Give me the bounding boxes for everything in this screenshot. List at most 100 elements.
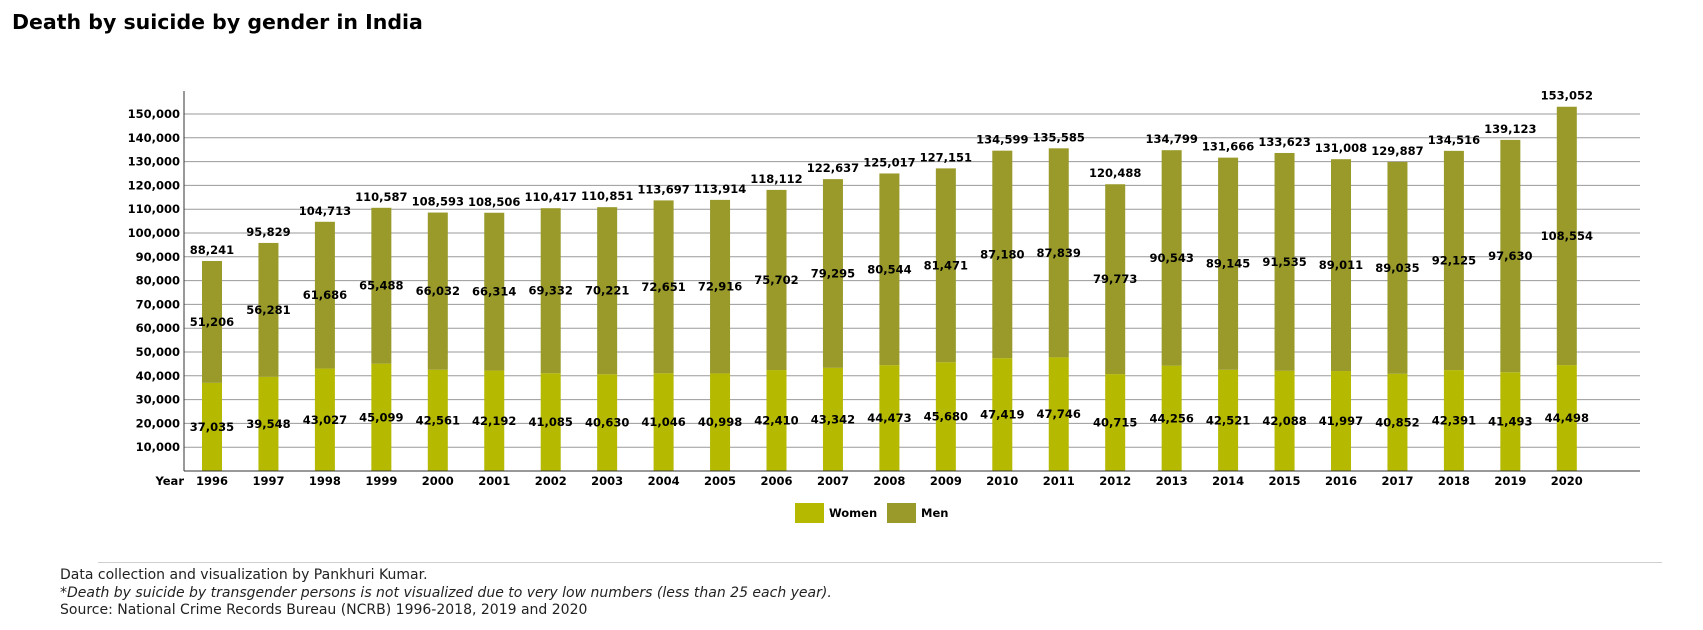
- label-women-2014: 42,521: [1206, 413, 1250, 427]
- label-men-1998: 61,686: [303, 288, 347, 302]
- label-men-2003: 70,221: [585, 284, 629, 298]
- x-tick-label: 2010: [986, 474, 1018, 488]
- bar-women-2014: [1218, 369, 1239, 471]
- x-tick-label: 2005: [704, 474, 736, 488]
- bar-men-2005: [710, 199, 731, 374]
- bar-women-2008: [879, 365, 900, 471]
- bar-women-2015: [1274, 370, 1295, 471]
- bar-men-1999: [371, 207, 392, 364]
- y-tick-label: 90,000: [136, 250, 180, 264]
- x-tick-label: 2007: [817, 474, 849, 488]
- label-women-1996: 37,035: [190, 420, 234, 434]
- label-total-2010: 134,599: [976, 133, 1028, 147]
- label-women-2010: 47,419: [980, 408, 1024, 422]
- bar-men-1996: [202, 260, 222, 383]
- label-women-2015: 42,088: [1262, 414, 1306, 428]
- bar-men-2003: [597, 207, 618, 375]
- x-tick-label: 2018: [1438, 474, 1470, 488]
- label-women-1997: 39,548: [246, 417, 290, 431]
- label-women-2016: 41,997: [1319, 414, 1363, 428]
- label-women-2000: 42,561: [416, 413, 460, 427]
- x-tick-label: 2014: [1212, 474, 1244, 488]
- bar-women-2005: [710, 373, 731, 471]
- label-men-2004: 72,651: [641, 280, 685, 294]
- bar-women-2000: [427, 369, 448, 471]
- y-tick-label: 80,000: [136, 274, 180, 288]
- label-total-2018: 134,516: [1428, 133, 1480, 147]
- y-tick-label: 100,000: [128, 226, 180, 240]
- label-men-2005: 72,916: [698, 280, 742, 294]
- label-total-2015: 133,623: [1258, 135, 1310, 149]
- label-men-2009: 81,471: [924, 258, 968, 272]
- bar-women-2019: [1500, 372, 1521, 471]
- label-total-2004: 113,697: [637, 182, 689, 196]
- label-women-2019: 41,493: [1488, 415, 1532, 429]
- y-tick-label: 30,000: [136, 393, 180, 407]
- label-total-2006: 118,112: [750, 172, 802, 186]
- bar-women-2013: [1161, 365, 1182, 471]
- x-tick-label: 2000: [422, 474, 454, 488]
- bar-men-2001: [484, 212, 505, 371]
- bar-men-2010: [992, 150, 1013, 359]
- x-tick-label: 2019: [1494, 474, 1526, 488]
- label-total-1996: 88,241: [190, 243, 234, 257]
- label-total-2020: 153,052: [1541, 89, 1593, 103]
- label-men-2014: 89,145: [1206, 257, 1250, 271]
- label-women-2006: 42,410: [754, 414, 798, 428]
- label-men-2019: 97,630: [1488, 249, 1532, 263]
- x-axis-title: Year: [154, 474, 184, 488]
- bar-women-2009: [935, 362, 956, 471]
- y-tick-label: 120,000: [128, 178, 180, 192]
- bar-men-2008: [879, 173, 900, 366]
- label-women-2017: 40,852: [1375, 415, 1419, 429]
- label-men-2000: 66,032: [416, 284, 460, 298]
- stacked-bar-chart: 10,000 20,000 30,000 40,000 50,000 60,000 70,0…: [128, 89, 1640, 523]
- label-total-1998: 104,713: [299, 204, 351, 218]
- x-tick-label: 2012: [1099, 474, 1131, 488]
- label-men-2016: 89,011: [1319, 258, 1363, 272]
- y-tick-label: 140,000: [128, 131, 180, 145]
- label-total-2002: 110,417: [525, 190, 577, 204]
- x-tick-label: 2011: [1043, 474, 1075, 488]
- label-men-2012: 79,773: [1093, 272, 1137, 286]
- y-tick-label: 70,000: [136, 297, 180, 311]
- bar-women-2012: [1105, 374, 1126, 471]
- label-total-2017: 129,887: [1371, 144, 1423, 158]
- label-men-2020: 108,554: [1541, 229, 1593, 243]
- y-tick-label: 20,000: [136, 416, 180, 430]
- bar-men-2016: [1331, 159, 1351, 372]
- label-total-2001: 108,506: [468, 195, 520, 209]
- bar-men-2000: [427, 212, 448, 370]
- x-tick-label: 2006: [760, 474, 792, 488]
- bar-men-2004: [653, 200, 674, 374]
- label-total-2009: 127,151: [920, 150, 972, 164]
- x-tick-label: 2013: [1156, 474, 1188, 488]
- label-total-2013: 134,799: [1145, 132, 1197, 146]
- y-tick-label: 60,000: [136, 321, 180, 335]
- label-women-2020: 44,498: [1545, 411, 1589, 425]
- bar-men-2020: [1556, 106, 1577, 366]
- bar-women-1997: [258, 376, 279, 471]
- data-labels: 37,035 51,206 88,241 39,548 56,281 95,829 43,0…: [190, 89, 1593, 434]
- label-total-2014: 131,666: [1202, 140, 1254, 154]
- legend-swatch-men: [887, 503, 916, 523]
- bar-women-2011: [1048, 357, 1069, 471]
- bar-men-1998: [314, 221, 335, 369]
- y-tick-label: 110,000: [128, 202, 180, 216]
- x-tick-label: 2002: [535, 474, 567, 488]
- label-total-2019: 139,123: [1484, 122, 1536, 136]
- bar-women-2017: [1387, 373, 1408, 471]
- label-women-2009: 45,680: [924, 410, 968, 424]
- label-total-2016: 131,008: [1315, 141, 1367, 155]
- label-women-2003: 40,630: [585, 416, 629, 430]
- footer-divider: [98, 562, 1662, 563]
- bar-women-2007: [822, 367, 843, 471]
- bar-men-2009: [935, 168, 956, 363]
- label-total-1997: 95,829: [246, 225, 290, 239]
- label-men-1999: 65,488: [359, 279, 403, 293]
- label-men-2015: 91,535: [1262, 255, 1306, 269]
- bar-men-2019: [1500, 139, 1521, 373]
- x-tick-label: 2015: [1269, 474, 1301, 488]
- legend-label-women: Women: [829, 506, 877, 520]
- bar-men-2015: [1274, 152, 1295, 371]
